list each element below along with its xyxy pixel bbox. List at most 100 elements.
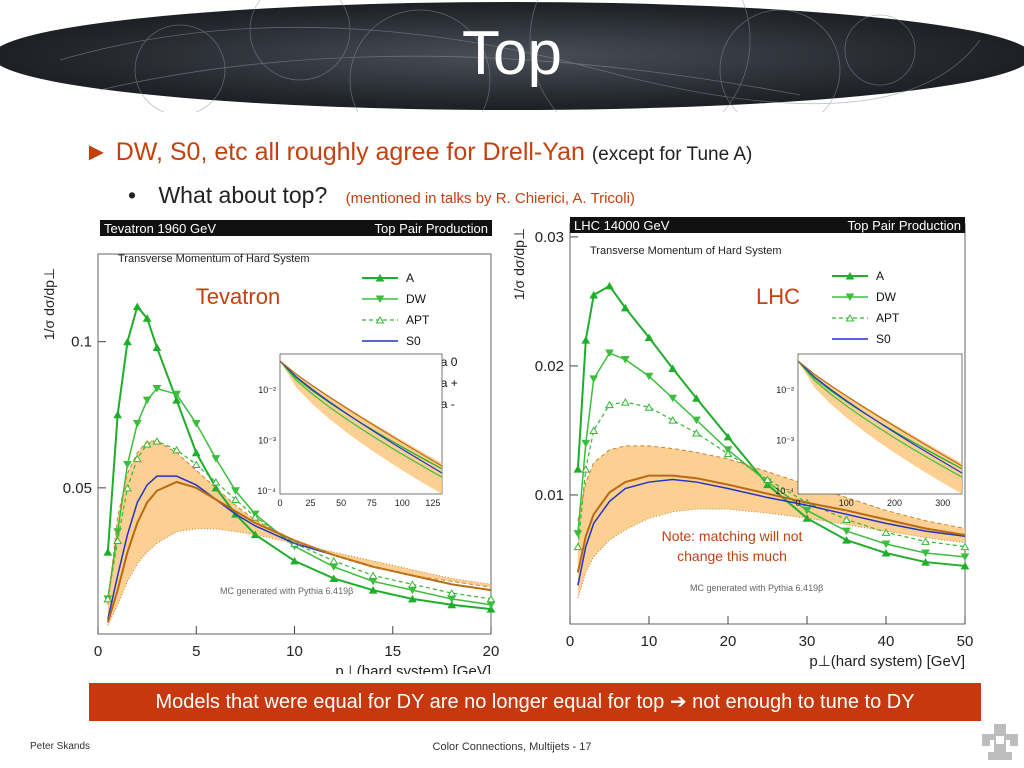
data-point-marker xyxy=(605,281,614,290)
chart-header-right: Top Pair Production xyxy=(375,221,488,236)
data-point-marker xyxy=(142,440,152,448)
x-tick-label: 5 xyxy=(192,643,200,660)
inset-x-tick-label: 100 xyxy=(395,498,410,508)
y-axis-label: 1/σ dσ/dp⊥ xyxy=(41,268,57,340)
x-tick-label: 0 xyxy=(94,643,102,660)
series-line-perugia- xyxy=(107,440,492,605)
data-point-marker xyxy=(191,420,201,428)
inset-curve xyxy=(279,360,443,467)
inset-y-tick-label: 10⁻³ xyxy=(258,436,276,446)
legend-entry: DW xyxy=(406,292,427,306)
footer-text: Color Connections, Multijets - 17 xyxy=(432,741,592,753)
series-line-apt xyxy=(107,440,492,600)
y-tick-label: 0.01 xyxy=(535,487,564,504)
uncertainty-band xyxy=(577,445,965,599)
data-point-marker xyxy=(960,542,970,551)
data-point-marker xyxy=(123,460,132,469)
mc-generated-note: MC generated with Pythia 6.419β xyxy=(220,586,353,596)
data-point-marker xyxy=(329,574,339,582)
y-tick-label: 0.05 xyxy=(63,480,92,497)
inset-curve xyxy=(797,360,963,474)
data-point-marker xyxy=(250,513,260,521)
legend-marker xyxy=(375,295,385,303)
conclusion-banner: Models that were equal for DY are no lon… xyxy=(89,683,981,721)
chart-header-left: Tevatron 1960 GeV xyxy=(104,221,216,236)
data-point-marker xyxy=(620,398,630,406)
chart-note-line2: change this much xyxy=(677,548,787,564)
data-point-marker xyxy=(231,495,240,504)
x-tick-label: 30 xyxy=(799,633,816,650)
chart-header-bar xyxy=(570,217,965,233)
x-tick-label: 20 xyxy=(483,643,500,660)
tevatron-chart: Tevatron 1960 GeV Top Pair Production Tran… xyxy=(41,220,500,674)
data-point-marker xyxy=(368,586,378,594)
inset-x-tick-label: 100 xyxy=(839,498,854,508)
data-point-marker xyxy=(211,455,221,463)
data-point-marker xyxy=(723,432,733,441)
x-tick-label: 10 xyxy=(286,643,303,660)
legend-entry: A xyxy=(406,271,414,285)
data-point-marker xyxy=(408,594,417,603)
data-point-marker xyxy=(960,561,970,570)
data-point-marker xyxy=(152,384,162,393)
legend-entry: DW xyxy=(876,290,897,304)
data-point-marker xyxy=(486,605,496,613)
inset-curve xyxy=(797,360,963,467)
bullet1-paren: (except for Tune A) xyxy=(591,144,753,165)
data-point-marker xyxy=(842,536,851,544)
data-point-marker xyxy=(581,336,591,344)
data-point-marker xyxy=(447,600,457,609)
y-tick-label: 0.03 xyxy=(535,229,564,246)
x-tick-label: 15 xyxy=(384,643,401,660)
header-banner xyxy=(0,0,1024,112)
data-point-marker xyxy=(103,548,113,556)
data-point-marker xyxy=(132,302,142,311)
inset-y-tick-label: 10⁻² xyxy=(776,385,794,395)
y-tick-label: 0.02 xyxy=(535,358,564,375)
data-point-marker xyxy=(668,394,678,403)
data-point-marker xyxy=(290,556,299,565)
data-point-marker xyxy=(486,594,496,603)
inset-y-tick-label: 10⁻² xyxy=(258,385,276,395)
inset-curve xyxy=(279,360,443,478)
inset-x-tick-label: 50 xyxy=(336,498,346,508)
y-tick-label: 0.1 xyxy=(71,334,92,351)
data-point-marker xyxy=(581,439,591,448)
bullet2-text: What about top? xyxy=(158,182,328,208)
x-tick-label: 50 xyxy=(957,633,974,650)
data-point-marker xyxy=(589,426,599,434)
slide-title: Top xyxy=(462,19,562,88)
inset-x-tick-label: 0 xyxy=(277,498,282,508)
data-point-marker xyxy=(881,540,891,548)
data-point-marker xyxy=(447,589,457,597)
data-point-marker xyxy=(191,460,201,468)
data-point-marker xyxy=(152,343,162,352)
inset-y-tick-label: 10⁻⁴ xyxy=(775,486,794,496)
legend-entry: S0 xyxy=(876,332,891,346)
data-point-marker xyxy=(644,403,654,411)
x-tick-label: 10 xyxy=(641,633,658,650)
series-line-perugia-0 xyxy=(576,474,966,573)
legend-marker xyxy=(845,293,855,301)
chart-subtitle: Transverse Momentum of Hard System xyxy=(118,253,310,265)
data-point-marker xyxy=(842,527,851,536)
chart-header-bar xyxy=(100,220,492,236)
inset-x-tick-label: 125 xyxy=(425,498,440,508)
inset-band xyxy=(798,361,962,494)
inset-x-tick-label: 200 xyxy=(887,498,902,508)
data-point-marker xyxy=(113,410,123,419)
chart-header-right: Top Pair Production xyxy=(848,218,961,233)
data-point-marker xyxy=(668,364,678,373)
series-line-s0 xyxy=(577,478,966,586)
data-point-marker xyxy=(692,394,701,402)
legend-marker xyxy=(375,316,385,324)
legend-marker xyxy=(845,314,855,322)
lhc-chart: LHC 14000 GeV Top Pair Production Transver… xyxy=(511,217,974,670)
legend-entry: APT xyxy=(406,313,430,327)
data-point-marker xyxy=(113,536,123,544)
legend-marker xyxy=(375,274,385,282)
mc-generated-note: MC generated with Pythia 6.419β xyxy=(690,583,823,593)
legend-marker xyxy=(845,272,855,280)
inset-curve xyxy=(797,360,963,478)
data-point-marker xyxy=(589,375,599,383)
